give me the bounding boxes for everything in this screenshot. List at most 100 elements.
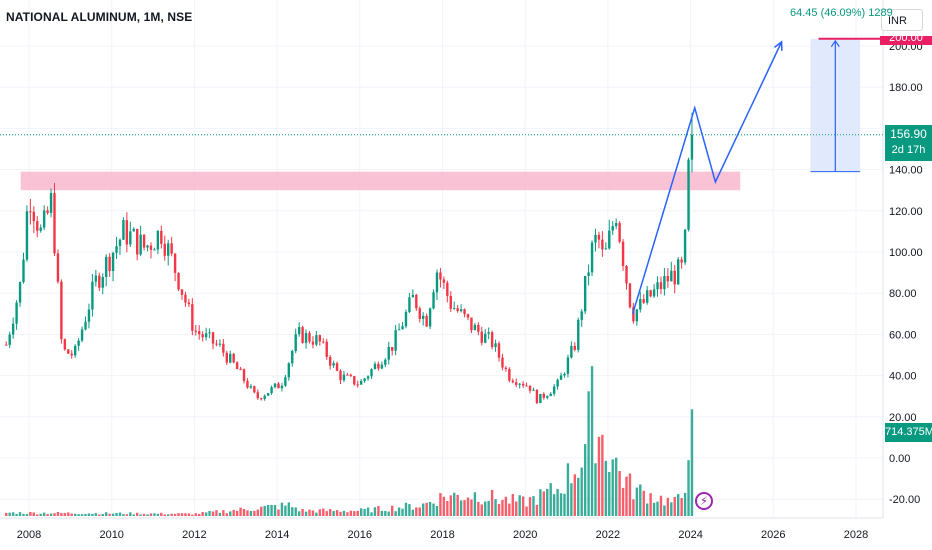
candle-body [146, 245, 149, 248]
volume-bar [380, 510, 384, 516]
candle-body [167, 243, 170, 256]
volume-bar [80, 514, 84, 516]
price-range-measure [810, 37, 881, 173]
candle-body [215, 343, 218, 345]
candle-body [442, 279, 446, 283]
volume-bar [597, 436, 601, 516]
volume-bar [84, 514, 87, 516]
range-arrow-head [830, 39, 840, 48]
volume-bar [60, 512, 63, 516]
volume-bar [463, 500, 466, 516]
candle-body [249, 386, 253, 388]
volume-bar [194, 513, 197, 516]
volume-bar [104, 512, 108, 516]
volume-bar [132, 514, 135, 516]
candle-body [583, 275, 587, 312]
volume-bar [349, 510, 353, 516]
candle-body [80, 329, 84, 341]
candle-body [129, 231, 132, 245]
volume-bar [139, 514, 142, 516]
candle-body [446, 282, 449, 296]
volume-bar [487, 500, 490, 516]
candle-body [535, 389, 539, 404]
volume-bar [397, 507, 401, 516]
candle-body [308, 333, 311, 342]
volume-bar [18, 512, 22, 516]
candle-body [566, 357, 570, 374]
volume-bar [304, 511, 308, 516]
volume-bar [191, 514, 194, 516]
volume-bar [353, 511, 356, 516]
volume-bar [394, 511, 397, 516]
resistance-zone [20, 171, 741, 191]
y-tick-label: 140.00 [889, 165, 923, 177]
volume-bar [370, 512, 373, 516]
candle-body [36, 221, 39, 231]
candle-body [42, 210, 46, 228]
volume-bar [70, 513, 73, 516]
volume-bar [552, 494, 556, 516]
volume-bar [5, 512, 8, 516]
volume-bar [439, 493, 442, 516]
candle-body [287, 363, 291, 378]
volume-bar [645, 503, 649, 516]
volume-bars [5, 366, 694, 516]
candle-body [422, 315, 425, 319]
candle-body [115, 246, 118, 253]
volume-bar [580, 467, 583, 516]
symbol-title[interactable]: NATIONAL ALUMINUM, 1M, NSE [6, 10, 193, 24]
candle-body [284, 377, 287, 386]
volume-bar [328, 509, 332, 516]
candle-body [46, 210, 49, 213]
volume-bar [566, 463, 570, 516]
candle-body [608, 230, 611, 249]
volume-bar [167, 514, 170, 516]
volume-bar [683, 492, 687, 516]
candle-body [232, 353, 235, 363]
x-tick-label: 2024 [678, 529, 702, 541]
volume-bar [291, 507, 294, 516]
volume-bar [501, 499, 504, 516]
volume-bar [515, 501, 518, 516]
volume-bar [532, 496, 535, 516]
volume-bar [77, 514, 80, 516]
volume-bar [511, 494, 514, 516]
candle-body [342, 374, 346, 381]
candle-body [666, 276, 670, 282]
volume-bar [614, 457, 618, 516]
lightning-icon[interactable]: ⚡ [695, 492, 713, 510]
currency-selector[interactable]: INR [881, 9, 923, 31]
volume-bar [322, 508, 325, 516]
volume-bar [666, 497, 670, 516]
candle-body [156, 230, 160, 250]
x-tick-label: 2026 [761, 529, 785, 541]
candle-body [618, 222, 621, 242]
candle-body [573, 345, 577, 350]
candle-body [459, 309, 463, 312]
candle-body [39, 227, 42, 231]
y-tick-label: 80.00 [889, 288, 917, 300]
volume-bar [676, 494, 680, 516]
volume-bar [235, 510, 239, 516]
volume-bar [542, 491, 546, 516]
candle-body [315, 335, 318, 345]
candle-body [652, 289, 656, 297]
candle-body [304, 333, 308, 343]
projection-path [631, 40, 783, 315]
candle-body [418, 308, 421, 319]
candle-body [453, 308, 456, 310]
volume-bar [680, 498, 683, 516]
volume-bar [339, 511, 342, 516]
candle-body [518, 383, 521, 385]
volume-bar [473, 492, 477, 516]
candle-body [373, 363, 377, 370]
candle-body [125, 220, 129, 245]
candle-body [132, 228, 135, 232]
volume-bar [125, 514, 129, 516]
volume-bar [204, 512, 208, 516]
y-tick-label: 180.00 [889, 82, 923, 94]
volume-bar [180, 513, 184, 516]
volume-bar [366, 507, 370, 516]
candle-body [439, 272, 442, 280]
